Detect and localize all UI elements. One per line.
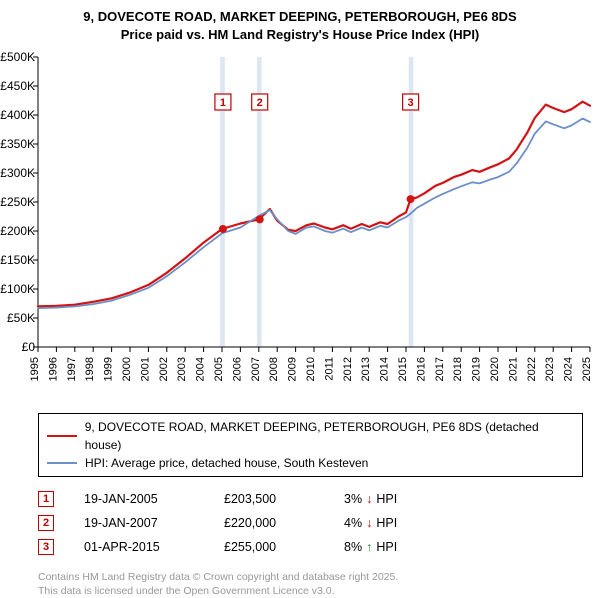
x-tick-label: 2000 bbox=[121, 357, 133, 381]
sale-date: 19-JAN-2005 bbox=[84, 492, 194, 506]
y-tick-label: £400K bbox=[0, 108, 35, 122]
legend-item: HPI: Average price, detached house, Sout… bbox=[47, 454, 574, 472]
y-tick-label: £350K bbox=[0, 137, 35, 151]
sale-date: 01-APR-2015 bbox=[84, 540, 194, 554]
x-tick-label: 2022 bbox=[526, 357, 538, 381]
chart-area: £0 £50K £100K £150K £200K £250K £300K £350K £400… bbox=[0, 47, 600, 407]
x-tick-label: 2001 bbox=[139, 357, 151, 381]
sale-marker-number: 3 bbox=[408, 97, 414, 109]
x-tick-label: 2004 bbox=[195, 357, 207, 381]
footer-line-1: Contains HM Land Registry data © Crown c… bbox=[38, 571, 600, 585]
arrow-down-icon: ↓ bbox=[366, 492, 372, 506]
x-tick-label: 1999 bbox=[103, 357, 115, 381]
sale-dot bbox=[219, 225, 227, 233]
footer-attribution: Contains HM Land Registry data © Crown c… bbox=[38, 571, 600, 598]
sale-marker-number: 2 bbox=[257, 97, 263, 109]
arrow-up-icon: ↑ bbox=[366, 540, 372, 554]
sale-dot bbox=[256, 215, 264, 223]
x-tick-label: 2016 bbox=[415, 357, 427, 381]
x-tick-label: 2011 bbox=[323, 357, 335, 381]
series-hpi bbox=[38, 119, 590, 309]
sale-diff-pct: 8% bbox=[344, 540, 362, 554]
series-price_paid bbox=[38, 102, 590, 307]
x-tick-label: 2025 bbox=[581, 357, 593, 381]
footer-line-2: This data is licensed under the Open Gov… bbox=[38, 585, 600, 598]
x-tick-label: 2010 bbox=[305, 357, 317, 381]
chart-title: 9, DOVECOTE ROAD, MARKET DEEPING, PETERB… bbox=[0, 0, 600, 47]
sale-diff-label: HPI bbox=[376, 540, 397, 554]
legend-item: 9, DOVECOTE ROAD, MARKET DEEPING, PETERB… bbox=[47, 418, 574, 454]
sale-diff: 8% ↑ HPI bbox=[344, 540, 434, 554]
sale-date: 19-JAN-2007 bbox=[84, 516, 194, 530]
sale-marker-small: 1 bbox=[38, 491, 54, 507]
legend: 9, DOVECOTE ROAD, MARKET DEEPING, PETERB… bbox=[38, 413, 583, 477]
sale-diff: 4% ↓ HPI bbox=[344, 516, 434, 530]
x-tick-label: 2023 bbox=[544, 357, 556, 381]
x-tick-label: 2013 bbox=[360, 357, 372, 381]
x-tick-label: 1996 bbox=[47, 357, 59, 381]
sale-diff-label: HPI bbox=[376, 492, 397, 506]
x-tick-label: 1998 bbox=[84, 357, 96, 381]
x-tick-label: 2003 bbox=[176, 357, 188, 381]
x-tick-label: 2021 bbox=[507, 357, 519, 381]
sales-table: 1 19-JAN-2005 £203,500 3% ↓ HPI 2 19-JAN-2007 £2… bbox=[38, 487, 583, 559]
legend-swatch bbox=[47, 462, 77, 464]
x-tick-label: 2002 bbox=[158, 357, 170, 381]
x-tick-label: 2014 bbox=[379, 357, 391, 381]
y-tick-label: £200K bbox=[0, 224, 35, 238]
sale-diff-pct: 4% bbox=[344, 516, 362, 530]
legend-label: HPI: Average price, detached house, Sout… bbox=[85, 454, 368, 472]
y-tick-label: £0 bbox=[22, 340, 36, 354]
x-tick-label: 2005 bbox=[213, 357, 225, 381]
x-tick-label: 2019 bbox=[471, 357, 483, 381]
x-tick-label: 2012 bbox=[342, 357, 354, 381]
x-tick-label: 2015 bbox=[397, 357, 409, 381]
legend-swatch bbox=[47, 435, 77, 437]
y-tick-label: £300K bbox=[0, 166, 35, 180]
sale-diff-pct: 3% bbox=[344, 492, 362, 506]
y-tick-label: £50K bbox=[7, 311, 35, 325]
x-tick-label: 2009 bbox=[287, 357, 299, 381]
y-tick-label: £250K bbox=[0, 195, 35, 209]
title-line-2: Price paid vs. HM Land Registry's House … bbox=[10, 26, 590, 44]
sale-marker-small: 2 bbox=[38, 515, 54, 531]
sale-marker-number: 1 bbox=[220, 97, 226, 109]
x-tick-label: 1995 bbox=[29, 357, 41, 381]
y-tick-label: £450K bbox=[0, 79, 35, 93]
sale-diff-label: HPI bbox=[376, 516, 397, 530]
legend-label: 9, DOVECOTE ROAD, MARKET DEEPING, PETERB… bbox=[85, 418, 574, 454]
sales-row: 3 01-APR-2015 £255,000 8% ↑ HPI bbox=[38, 535, 583, 559]
y-tick-label: £150K bbox=[0, 253, 35, 267]
y-tick-label: £500K bbox=[0, 50, 35, 64]
y-tick-label: £100K bbox=[0, 282, 35, 296]
arrow-down-icon: ↓ bbox=[366, 516, 372, 530]
sales-row: 2 19-JAN-2007 £220,000 4% ↓ HPI bbox=[38, 511, 583, 535]
sale-dot bbox=[407, 195, 415, 203]
sale-price: £255,000 bbox=[224, 540, 314, 554]
x-tick-label: 2017 bbox=[434, 357, 446, 381]
title-line-1: 9, DOVECOTE ROAD, MARKET DEEPING, PETERB… bbox=[10, 8, 590, 26]
x-tick-label: 2008 bbox=[268, 357, 280, 381]
x-tick-label: 2007 bbox=[250, 357, 262, 381]
x-tick-label: 2024 bbox=[563, 357, 575, 381]
x-tick-label: 2018 bbox=[452, 357, 464, 381]
sale-marker-small: 3 bbox=[38, 539, 54, 555]
sale-price: £220,000 bbox=[224, 516, 314, 530]
sales-row: 1 19-JAN-2005 £203,500 3% ↓ HPI bbox=[38, 487, 583, 511]
sale-diff: 3% ↓ HPI bbox=[344, 492, 434, 506]
x-tick-label: 1997 bbox=[66, 357, 78, 381]
line-chart: £0 £50K £100K £150K £200K £250K £300K £350K £400… bbox=[0, 47, 600, 407]
x-tick-label: 2020 bbox=[489, 357, 501, 381]
x-tick-label: 2006 bbox=[231, 357, 243, 381]
sale-price: £203,500 bbox=[224, 492, 314, 506]
